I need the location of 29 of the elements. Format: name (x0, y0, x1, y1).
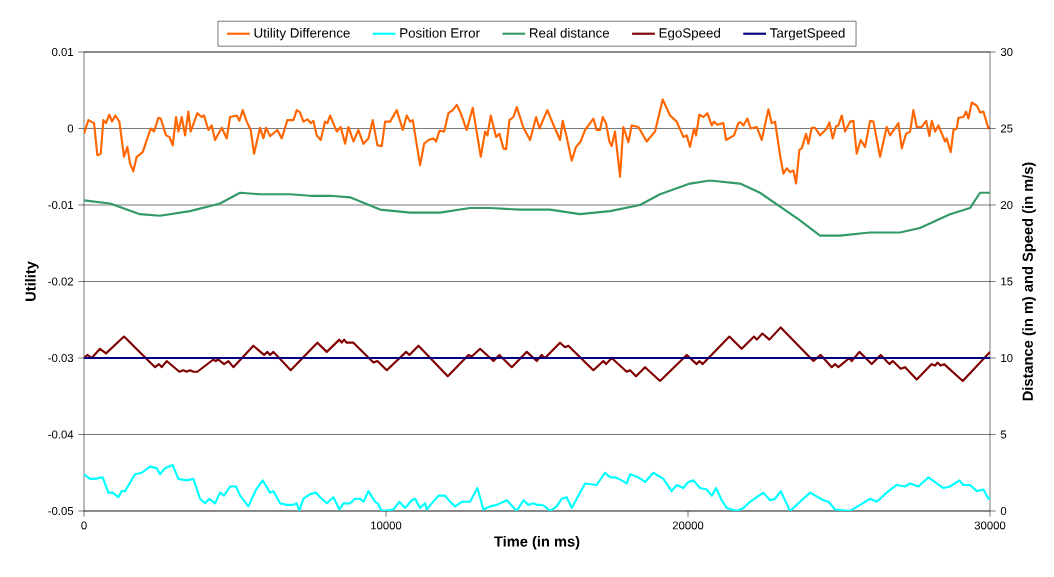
y2-tick-label: 20 (1000, 200, 1013, 209)
y-tick-label: -0.01 (48, 200, 74, 209)
x-tick-label: 10000 (371, 521, 402, 530)
x-tick-label: 30000 (974, 521, 1006, 530)
y-tick-label: 0.01 (51, 47, 74, 56)
line-series (84, 326, 990, 383)
y-axis-title: Utility (24, 261, 39, 301)
y-tick-label: 0 (67, 124, 74, 133)
y2-tick-label: 0 (1000, 506, 1007, 515)
y-tick-label: -0.02 (48, 277, 74, 286)
y-tick-label: -0.04 (48, 430, 74, 439)
legend-label: Position Error (400, 27, 480, 38)
x-tick-label: 0 (81, 521, 87, 530)
line-series (84, 179, 990, 237)
legend-label: Utility Difference (254, 27, 350, 41)
y2-tick-label: 25 (1000, 124, 1013, 133)
line-series (84, 98, 990, 185)
y2-tick-label: 10 (1001, 353, 1013, 362)
y2-axis-title: Distance (in m) and Speed (in m/s) (1022, 162, 1036, 401)
x-tick-label: 20000 (672, 521, 704, 530)
y-tick-label: -0.05 (48, 506, 74, 515)
y2-tick-label: 30 (1000, 47, 1013, 56)
y2-tick-label: 5 (1000, 430, 1007, 439)
legend-label: EgoSpeed (659, 27, 720, 41)
legend-label: TargetSpeed (770, 27, 845, 41)
y2-tick-label: 15 (1001, 277, 1013, 286)
y-tick-label: -0.03 (48, 353, 74, 362)
x-axis-title: Time (in ms) (494, 535, 580, 550)
legend-label: Real distance (529, 27, 610, 38)
